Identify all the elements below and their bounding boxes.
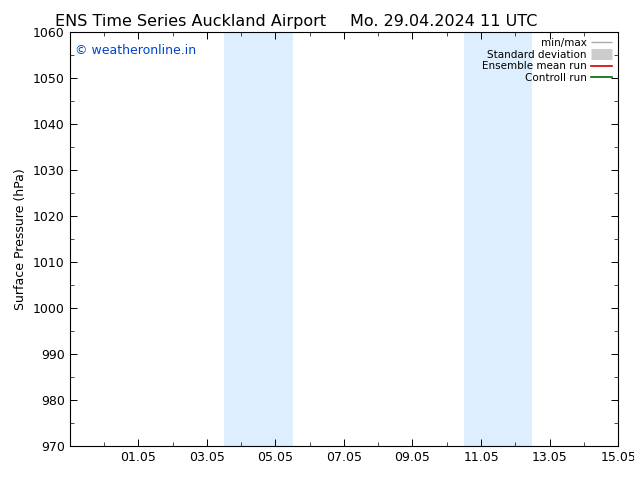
Bar xyxy=(464,32,533,446)
Legend: min/max, Standard deviation, Ensemble mean run, Controll run: min/max, Standard deviation, Ensemble me… xyxy=(478,34,616,87)
Y-axis label: Surface Pressure (hPa): Surface Pressure (hPa) xyxy=(15,168,27,310)
Text: ENS Time Series Auckland Airport: ENS Time Series Auckland Airport xyxy=(55,14,326,29)
Bar xyxy=(224,32,292,446)
Text: Mo. 29.04.2024 11 UTC: Mo. 29.04.2024 11 UTC xyxy=(350,14,538,29)
Text: © weatheronline.in: © weatheronline.in xyxy=(75,44,197,57)
